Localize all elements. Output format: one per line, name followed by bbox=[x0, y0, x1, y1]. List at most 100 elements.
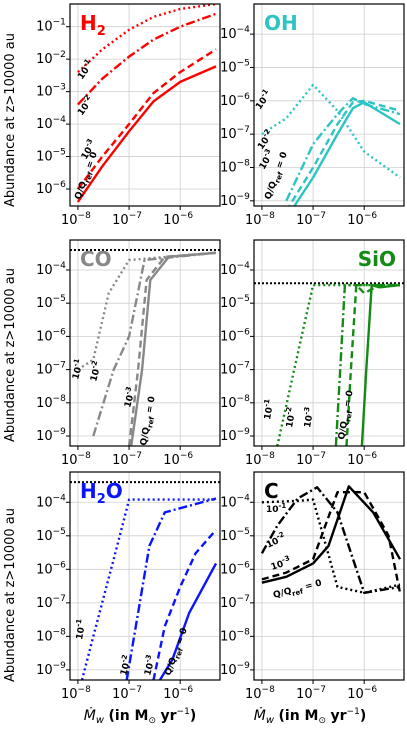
series-line-1 bbox=[77, 4, 217, 73]
y-tick-label: 10−7 bbox=[36, 361, 66, 378]
curve-annotation: 10-3 bbox=[300, 406, 316, 428]
gridlines bbox=[70, 472, 220, 680]
y-tick-label: 10−6 bbox=[36, 560, 66, 577]
axes-frame bbox=[69, 3, 221, 207]
gridlines bbox=[70, 4, 220, 206]
tick-labels: 10−8 10−7 10−6 10−9 10−8 10−7 10−6 10−5 10−4 bbox=[36, 261, 193, 468]
curve-annotation: 10-1 bbox=[266, 502, 286, 515]
x-tick-label: 10−7 bbox=[112, 211, 142, 228]
curve-annotation: 10-3 bbox=[269, 554, 292, 573]
y-tick-label: 10−6 bbox=[220, 92, 250, 109]
molecule-label-main: H bbox=[80, 11, 97, 35]
tick-labels: 10−8 10−7 10−6 10−9 10−8 10−7 10−6 10−5 10−4 bbox=[36, 493, 193, 702]
y-tick-label: 10−4 bbox=[36, 261, 66, 278]
y-tick-label: 10−8 bbox=[220, 627, 250, 644]
y-tick-label: 10−4 bbox=[220, 493, 250, 510]
molecule-label-main: SiO bbox=[358, 247, 396, 271]
curve-annotation: 10-3 bbox=[140, 654, 158, 677]
x-tick-label: 10−8 bbox=[245, 451, 275, 468]
x-axis-label-text: (in M bbox=[109, 708, 149, 724]
series-line-1 bbox=[80, 498, 216, 680]
y-tick-label: 10−8 bbox=[220, 158, 250, 175]
molecule-label-main: C bbox=[264, 479, 279, 503]
y-tick-label: 10−7 bbox=[220, 125, 250, 142]
y-axis-label-mid: Abundance at z>10000 au bbox=[3, 268, 18, 442]
series-line-2 bbox=[77, 12, 217, 106]
plot-area bbox=[70, 4, 220, 206]
molecule-label-sub: 2 bbox=[97, 24, 106, 39]
curve-annotation: 10-1 bbox=[68, 358, 86, 381]
plot-area bbox=[254, 240, 404, 446]
axes-frame bbox=[253, 239, 405, 447]
y-tick-label: 10−2 bbox=[36, 50, 66, 67]
panel-4: 10−8 10−7 10−6 10−9 10−8 10−7 10−6 10−5 10−4 SiO bbox=[220, 239, 405, 468]
series-line-1 bbox=[77, 251, 217, 371]
x-axis-label-left: Ṁw (in M⊙ yr−1) bbox=[84, 706, 196, 726]
x-axis-label-unit-r: yr bbox=[331, 708, 347, 724]
curve-annotation: Q/Qref = 0 bbox=[139, 396, 159, 447]
axes-frame bbox=[69, 239, 221, 447]
x-tick-label: 10−8 bbox=[245, 685, 275, 702]
y-tick-label: 10−4 bbox=[220, 261, 250, 278]
series-line-2 bbox=[260, 486, 401, 594]
y-tick-label: 10−5 bbox=[36, 294, 66, 311]
series-line-4 bbox=[130, 251, 217, 446]
x-tick-label: 10−8 bbox=[61, 685, 91, 702]
x-tick-label: 10−6 bbox=[347, 451, 377, 468]
x-tick-label: 10−6 bbox=[163, 685, 193, 702]
series-line-4 bbox=[158, 562, 218, 680]
y-tick-label: 10−5 bbox=[220, 294, 250, 311]
y-axis-label-bottom-part2: z>10000 au bbox=[3, 508, 18, 587]
molecule-label: OH bbox=[264, 11, 298, 35]
axes-frame bbox=[253, 3, 405, 207]
y-tick-label: 10−1 bbox=[36, 18, 66, 35]
y-axis-label-bottom-part1: Abundance at bbox=[3, 592, 18, 682]
tick-labels: 10−8 10−7 10−6 10−9 10−8 10−7 10−6 10−5 10−4 bbox=[220, 25, 377, 228]
series-line-3 bbox=[152, 529, 217, 680]
molecule-label-sub: 2 bbox=[97, 492, 106, 507]
x-tick-label: 10−7 bbox=[296, 211, 326, 228]
y-axis-label-bottom: Abundance at z>10000 au bbox=[3, 508, 18, 682]
x-axis-label-mdot-r: Ṁ bbox=[254, 706, 266, 724]
y-tick-label: 10−8 bbox=[36, 394, 66, 411]
curve-annotation: 10-1 bbox=[260, 398, 276, 420]
y-tick-label: 10−7 bbox=[220, 361, 250, 378]
y-tick-label: 10−6 bbox=[220, 327, 250, 344]
molecule-label-tail: O bbox=[106, 479, 123, 503]
molecule-label: H2 bbox=[80, 11, 106, 39]
x-tick-label: 10−8 bbox=[61, 451, 91, 468]
x-tick-label: 10−6 bbox=[163, 451, 193, 468]
y-tick-label: 10−5 bbox=[36, 527, 66, 544]
x-tick-label: 10−7 bbox=[112, 451, 142, 468]
series-line-3 bbox=[287, 99, 401, 206]
series-line-4 bbox=[292, 101, 401, 206]
molecule-label: C bbox=[264, 479, 279, 503]
y-tick-label: 10−9 bbox=[36, 427, 66, 444]
curve-annotation: 10-2 bbox=[116, 654, 134, 677]
x-axis-label-right: Ṁw (in M⊙ yr−1) bbox=[254, 706, 366, 726]
y-tick-label: 10−9 bbox=[220, 192, 250, 209]
y-tick-label: 10−5 bbox=[220, 58, 250, 75]
y-tick-label: 10−4 bbox=[36, 115, 66, 132]
series-line-4 bbox=[360, 283, 401, 446]
x-tick-label: 10−6 bbox=[163, 211, 193, 228]
series-line-3 bbox=[76, 48, 217, 190]
y-tick-label: 10−9 bbox=[220, 661, 250, 678]
x-tick-label: 10−7 bbox=[296, 451, 326, 468]
axes-frame bbox=[69, 471, 221, 681]
plot-area bbox=[254, 472, 404, 680]
x-axis-label-text-r: (in M bbox=[279, 708, 319, 724]
panel-6: 10−8 10−7 10−6 10−9 10−8 10−7 10−6 10−5 10−4 C bbox=[220, 471, 405, 702]
molecule-label: H2O bbox=[80, 479, 123, 507]
molecule-label-main: CO bbox=[80, 247, 112, 271]
series-line-3 bbox=[345, 283, 400, 446]
x-axis-label-mdot: Ṁ bbox=[84, 706, 96, 724]
x-tick-label: 10−8 bbox=[61, 211, 91, 228]
y-axis-label-top: Abundance at z>10000 au bbox=[3, 33, 18, 207]
y-tick-label: 10−4 bbox=[36, 493, 66, 510]
y-axis-label-top-part2: z>10000 au bbox=[3, 33, 18, 112]
panel-2: 10−8 10−7 10−6 10−9 10−8 10−7 10−6 10−5 10−4 OH bbox=[220, 3, 405, 228]
x-tick-label: 10−6 bbox=[347, 211, 377, 228]
y-tick-label: 10−4 bbox=[220, 25, 250, 42]
series-line-2 bbox=[125, 497, 217, 680]
